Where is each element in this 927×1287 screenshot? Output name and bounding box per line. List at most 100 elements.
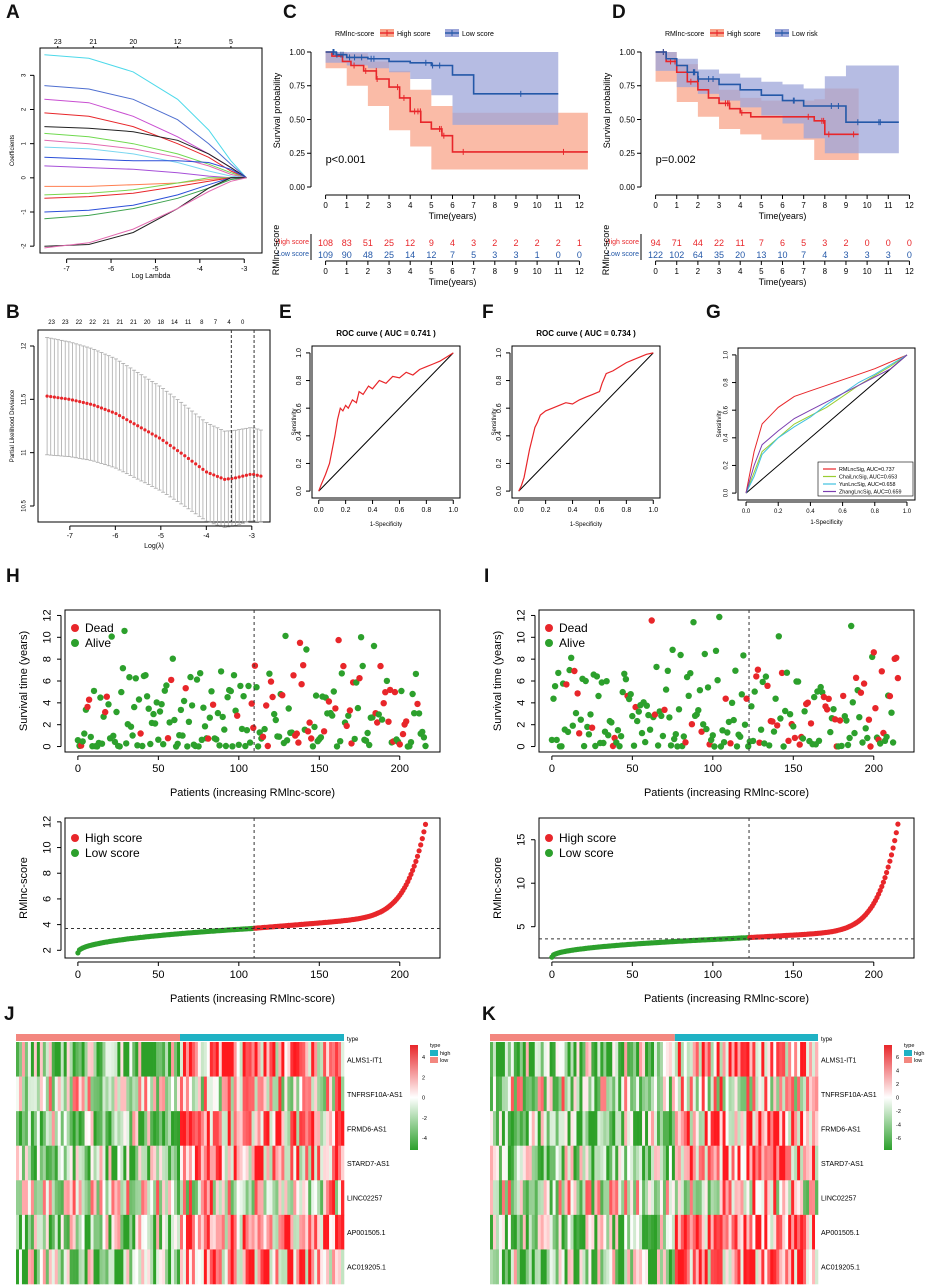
heat-cell [659, 1249, 664, 1285]
heat-cell [317, 1249, 321, 1285]
heat-cell [221, 1145, 226, 1181]
heat-cell [338, 1042, 342, 1077]
risk-score-legend-label: Low score [559, 846, 614, 860]
heat-cell [812, 1180, 816, 1216]
heat-cell [302, 1145, 306, 1181]
heat-row-label: AP001505.1 [347, 1230, 386, 1237]
heat-cell [710, 1249, 714, 1285]
heat-cell [171, 1214, 175, 1250]
heat-cell [767, 1076, 771, 1112]
type-bar-high [180, 1034, 344, 1041]
heat-cell [311, 1180, 315, 1216]
heat-cell [332, 1249, 336, 1285]
heat-cell [555, 1076, 559, 1112]
patient-alive-point [638, 729, 646, 737]
heat-cell [141, 1042, 145, 1077]
heat-cell [182, 1145, 187, 1181]
patient-dead-point [306, 719, 313, 726]
heat-cell [594, 1042, 598, 1077]
heat-cell [698, 1214, 703, 1250]
heat-cell [770, 1214, 774, 1250]
heat-cell [800, 1076, 804, 1112]
risk-score-y-tick-label: 5 [516, 924, 528, 930]
km-C-x-tick-label: 3 [387, 201, 392, 210]
patient-alive-point [600, 739, 607, 747]
heat-cell [662, 1042, 667, 1077]
risk-count: 0 [886, 238, 891, 248]
heat-cell [746, 1111, 750, 1147]
heat-cell [618, 1180, 622, 1216]
heat-cell [84, 1042, 88, 1077]
patient-alive-point [312, 692, 320, 699]
heat-cell [495, 1111, 500, 1147]
heat-cell [758, 1214, 762, 1250]
heat-cell [564, 1214, 568, 1250]
heat-cell [764, 1249, 768, 1285]
heat-cell [308, 1042, 312, 1077]
heat-cell [129, 1145, 133, 1181]
patient-alive-point [712, 647, 720, 654]
heat-cell [501, 1249, 506, 1285]
cv-point [190, 459, 194, 463]
heat-cell [582, 1145, 586, 1181]
heat-cell [686, 1249, 691, 1285]
heat-cell [245, 1111, 249, 1147]
patient-alive-point [550, 695, 557, 702]
km-C-x-tick-label: 5 [429, 201, 434, 210]
heat-cell [522, 1111, 527, 1147]
heat-cell [740, 1111, 744, 1147]
coef-path-7 [44, 146, 247, 179]
km-legend-title: RMlnc-score [335, 31, 374, 38]
patient-alive-point [229, 743, 236, 750]
heat-cell [615, 1145, 619, 1181]
heat-cell [728, 1111, 732, 1147]
heat-cell [612, 1076, 616, 1112]
patient-dead-point [753, 673, 760, 680]
heat-cell [188, 1076, 193, 1112]
heat-cell [323, 1249, 327, 1285]
heat-cell [788, 1042, 792, 1077]
heat-cell [543, 1145, 547, 1181]
heat-cell [537, 1042, 541, 1077]
roc-F-y-tick-label: 0.4 [496, 431, 503, 441]
heat-cell [764, 1076, 768, 1112]
heat-cell [290, 1180, 294, 1216]
heat-cell [707, 1249, 711, 1285]
cv-point [179, 451, 183, 455]
km-pvalue: p<0.001 [326, 154, 366, 166]
heat-cell [525, 1180, 530, 1216]
heat-cell [662, 1249, 667, 1285]
heat-cell [606, 1249, 610, 1285]
patient-alive-point [370, 642, 378, 650]
colorbar-tick: 4 [896, 1069, 899, 1075]
heat-cell [335, 1214, 339, 1250]
heat-cell [245, 1180, 249, 1216]
heat-cell [168, 1111, 172, 1147]
heat-cell [642, 1249, 646, 1285]
panel-b-x-tick-label: -3 [249, 533, 255, 540]
heat-cell [564, 1145, 568, 1181]
heat-cell [597, 1111, 601, 1147]
risk-row-label: Low score [607, 251, 639, 258]
heat-cell [803, 1180, 807, 1216]
heat-cell [716, 1214, 720, 1250]
patient-dead-point [295, 739, 302, 746]
heat-cell [591, 1145, 595, 1181]
heat-cell [48, 1145, 53, 1181]
heat-cell [639, 1145, 643, 1181]
heat-cell [779, 1111, 783, 1147]
heat-cell [501, 1042, 506, 1077]
heat-cell [815, 1180, 819, 1216]
risk-C-x-tick-label: 5 [429, 267, 434, 276]
heat-cell [558, 1214, 562, 1250]
patient-alive-point [309, 743, 317, 750]
heat-cell [180, 1111, 184, 1147]
heat-cell [770, 1180, 774, 1216]
heat-cell [639, 1111, 643, 1147]
heat-cell [701, 1180, 705, 1216]
heat-cell [162, 1214, 166, 1250]
heat-cell [54, 1145, 59, 1181]
patient-alive-point [605, 732, 612, 739]
colorbar-tick: -2 [422, 1116, 427, 1122]
heat-cell [722, 1249, 726, 1285]
